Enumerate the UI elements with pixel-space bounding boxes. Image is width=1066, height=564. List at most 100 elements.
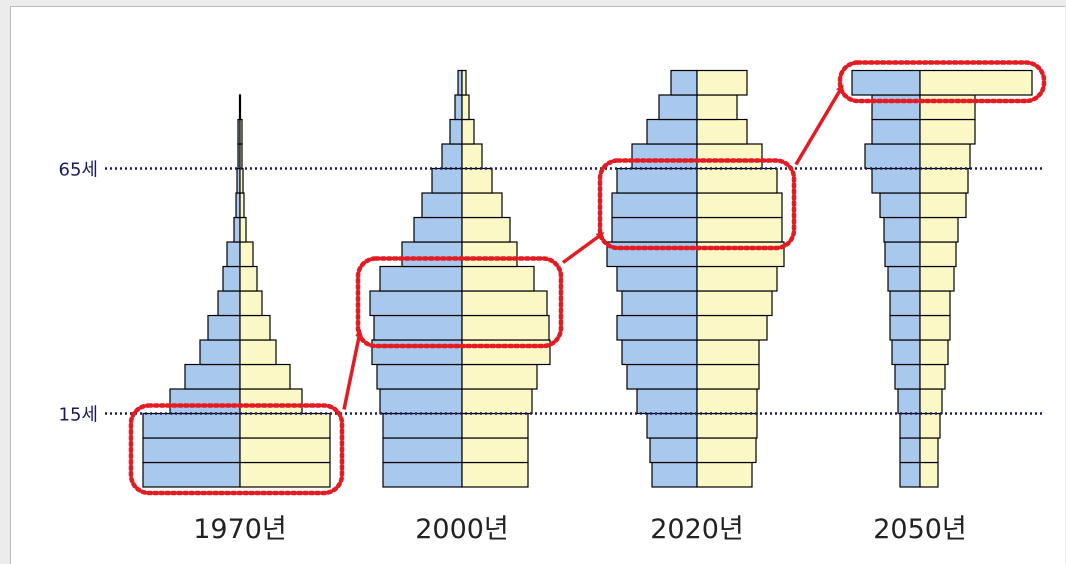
bar-female-2000년-70-74 [461, 118, 475, 145]
bar-female-1970년-40-44 [239, 265, 258, 292]
bar-female-2020년-80-84 [696, 69, 748, 96]
bar-male-2020년-0-4 [651, 461, 698, 488]
bar-female-2020년-65-69 [696, 143, 763, 170]
bar-male-2020년-15-19 [636, 388, 698, 415]
highlight-box-2020년 [597, 158, 797, 251]
bar-female-2000년-80-84 [461, 69, 467, 96]
bar-female-1970년-25-29 [239, 339, 277, 366]
year-label: 2000년 [415, 514, 509, 545]
bar-male-2050년-40-44 [887, 265, 921, 292]
bar-female-2020년-20-24 [696, 363, 760, 390]
bar-male-2020년-45-49 [606, 241, 698, 268]
bar-female-1970년-10-14 [239, 412, 331, 439]
bar-male-2050년-45-49 [884, 241, 921, 268]
bar-male-2020년-25-29 [621, 339, 698, 366]
bar-male-2020년-30-34 [616, 314, 698, 341]
bar-female-1970년-30-34 [239, 314, 271, 341]
bar-female-2000년-55-59 [461, 192, 503, 219]
bar-female-1970년-60-64 [239, 167, 244, 194]
cohort-arrow [342, 329, 363, 410]
bar-male-2050년-5-9 [899, 437, 921, 464]
bar-male-2020년-40-44 [616, 265, 698, 292]
guide-label-65: 65세 [59, 160, 98, 181]
bar-female-2000년-40-44 [461, 265, 535, 292]
bar-female-2020년-75-79 [696, 94, 738, 121]
bar-male-2050년-70-74 [871, 118, 921, 145]
bar-female-1970년-35-39 [239, 290, 263, 317]
bar-female-2020년-10-14 [696, 412, 758, 439]
bar-female-2050년-75-79 [919, 94, 976, 121]
bar-female-2050년-70-74 [919, 118, 976, 145]
population-pyramids-chart: 1970년 2000년 2020년 2050년 65세 15세 [59, 60, 1047, 545]
bar-female-2000년-0-4 [461, 461, 529, 488]
bar-male-2050년-10-14 [899, 412, 921, 439]
bar-female-1970년-70-74 [239, 118, 243, 145]
bar-male-2000년-20-24 [376, 363, 463, 390]
bar-female-2050년-35-39 [919, 290, 951, 317]
bar-female-2050년-60-64 [919, 167, 969, 194]
bar-female-2050년-10-14 [919, 412, 941, 439]
bar-male-2050년-20-24 [894, 363, 921, 390]
bar-male-2050년-65-69 [864, 143, 921, 170]
bar-female-2020년-0-4 [696, 461, 753, 488]
bar-male-1970년-35-39 [217, 290, 241, 317]
bar-female-2000년-25-29 [461, 339, 551, 366]
bar-male-1970년-0-4 [142, 461, 241, 488]
bar-female-2000년-75-79 [461, 94, 470, 121]
bar-female-2050년-20-24 [919, 363, 946, 390]
bar-male-2020년-60-64 [616, 167, 698, 194]
bar-male-2000년-75-79 [454, 94, 463, 121]
bar-male-2020년-75-79 [658, 94, 698, 121]
bar-female-1970년-45-49 [239, 241, 254, 268]
bar-female-1970년-55-59 [239, 192, 245, 219]
bar-male-2050년-35-39 [889, 290, 921, 317]
bar-male-2000년-5-9 [382, 437, 463, 464]
bar-female-2050년-40-44 [919, 265, 955, 292]
bar-male-2050년-80-84 [851, 69, 921, 96]
bar-female-1970년-5-9 [239, 437, 331, 464]
bar-female-2050년-15-19 [919, 388, 943, 415]
chart-panel: 1970년 2000년 2020년 2050년 65세 15세 [10, 6, 1065, 564]
bar-male-2000년-55-59 [421, 192, 463, 219]
bar-female-2020년-50-54 [696, 216, 783, 243]
bar-female-2020년-5-9 [696, 437, 757, 464]
bar-female-2000년-60-64 [461, 167, 493, 194]
bar-female-2050년-30-34 [919, 314, 951, 341]
bar-female-2000년-10-14 [461, 412, 529, 439]
bar-male-2000년-40-44 [379, 265, 463, 292]
bar-male-1970년-50-54 [233, 216, 241, 243]
bar-male-2000년-65-69 [441, 143, 463, 170]
bar-female-2020년-25-29 [696, 339, 760, 366]
highlight-box-1970년 [128, 403, 345, 496]
bar-male-1970년-45-49 [226, 241, 241, 268]
bar-male-1970년-5-9 [142, 437, 241, 464]
bar-male-1970년-55-59 [235, 192, 241, 219]
bar-female-1970년-65-69 [239, 143, 243, 170]
bar-male-2020년-50-54 [611, 216, 698, 243]
bar-female-2050년-50-54 [919, 216, 959, 243]
bar-male-2020년-65-69 [631, 143, 698, 170]
bar-female-2000년-5-9 [461, 437, 529, 464]
bar-female-2000년-65-69 [461, 143, 483, 170]
bar-female-2000년-15-19 [461, 388, 533, 415]
bar-male-2050년-0-4 [899, 461, 921, 488]
highlight-box-2050년 [837, 60, 1047, 104]
bar-male-2020년-10-14 [646, 412, 698, 439]
bar-female-2020년-15-19 [696, 388, 758, 415]
bar-male-2050년-55-59 [879, 192, 921, 219]
year-label: 1970년 [193, 514, 287, 545]
bar-female-2050년-0-4 [919, 461, 939, 488]
bar-male-2050년-25-29 [891, 339, 921, 366]
bar-female-2050년-65-69 [919, 143, 971, 170]
bar-female-1970년-0-4 [239, 461, 331, 488]
bar-male-2050년-75-79 [871, 94, 921, 121]
bar-female-1970년-20-24 [239, 363, 291, 390]
bar-male-2000년-30-34 [373, 314, 463, 341]
bar-male-2050년-60-64 [871, 167, 921, 194]
bar-female-2020년-55-59 [696, 192, 783, 219]
bar-female-1970년-75-79 [239, 94, 242, 121]
bar-female-2020년-45-49 [696, 241, 785, 268]
bar-male-1970년-10-14 [142, 412, 241, 439]
bar-male-2050년-30-34 [889, 314, 921, 341]
bar-male-2000년-15-19 [379, 388, 463, 415]
